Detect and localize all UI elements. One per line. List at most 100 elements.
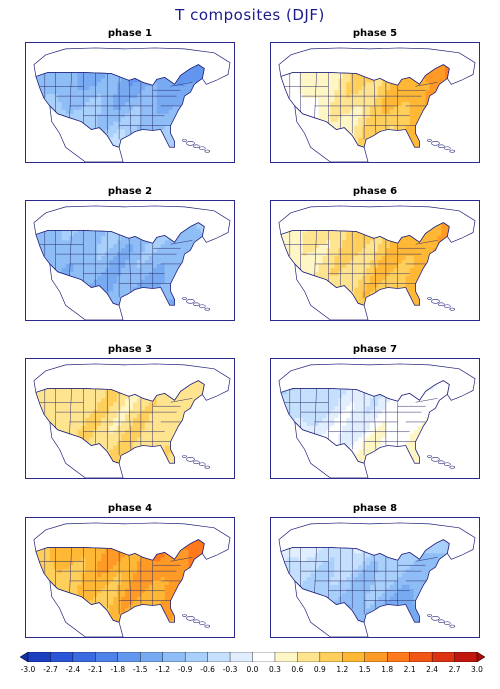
island <box>444 621 451 626</box>
colorbar-swatch <box>431 652 456 662</box>
colorbar-tick-label: -2.7 <box>43 665 58 674</box>
island <box>449 624 456 628</box>
island <box>444 304 451 309</box>
colorbar-swatch <box>319 652 343 662</box>
island <box>204 307 211 311</box>
colorbar-tick-label: 2.7 <box>448 665 461 674</box>
island <box>186 299 195 304</box>
colorbar-tick-label: 0.0 <box>246 665 259 674</box>
island <box>199 304 206 309</box>
colorbar-min-extend <box>20 652 29 662</box>
panel-label: phase 7 <box>352 344 398 355</box>
colorbar-tick-label: -2.1 <box>88 665 103 674</box>
state-borders <box>284 230 438 298</box>
colorbar-tick-label: 0.9 <box>313 665 326 674</box>
panel-label: phase 5 <box>352 28 398 39</box>
map-phase-5 <box>270 42 480 163</box>
colorbar-swatch <box>140 652 164 662</box>
colorbar-tick-label: 1.5 <box>358 665 371 674</box>
panel-phase-4: phase 4 <box>25 503 235 638</box>
colorbar-swatch <box>387 652 411 662</box>
panel-label: phase 2 <box>107 186 153 197</box>
colorbar-swatch <box>342 652 366 662</box>
panel-phase-3: phase 3 <box>25 344 235 479</box>
island <box>182 614 187 617</box>
colorbar-swatch <box>95 652 119 662</box>
colorbar-swatch <box>162 652 186 662</box>
panel-label: phase 8 <box>352 503 398 514</box>
conus-outline <box>280 222 450 306</box>
island <box>449 465 456 469</box>
island <box>193 619 200 624</box>
panel-phase-1: phase 1 <box>25 28 235 163</box>
state-borders <box>284 72 438 140</box>
colorbar-tick-label: 0.6 <box>291 665 304 674</box>
colorbar-tick-label: -1.2 <box>155 665 171 674</box>
island <box>438 144 445 149</box>
island <box>186 141 195 146</box>
panel-label: phase 1 <box>107 28 153 39</box>
island <box>199 462 206 467</box>
island <box>204 465 211 469</box>
colorbar-swatch <box>229 652 254 662</box>
island <box>431 616 440 621</box>
colorbar-tick-label: 1.2 <box>336 665 349 674</box>
island <box>186 457 195 462</box>
colorbar-tick-label: -2.4 <box>65 665 81 674</box>
colorbar-swatch <box>274 652 298 662</box>
conus-outline <box>35 222 205 306</box>
island <box>444 146 451 151</box>
map-phase-8 <box>270 517 480 638</box>
colorbar-tick-label: 2.4 <box>426 665 439 674</box>
island <box>431 457 440 462</box>
map-phase-2 <box>25 200 235 321</box>
island <box>182 455 187 458</box>
state-borders <box>39 388 193 456</box>
island <box>186 616 195 621</box>
colorbar-swatch <box>27 652 51 662</box>
colorbar-swatch <box>297 652 321 662</box>
colorbar-swatch <box>117 652 141 662</box>
island <box>431 141 440 146</box>
island <box>427 614 432 617</box>
colorbar-tick-label: -0.9 <box>177 665 193 674</box>
island <box>182 139 187 142</box>
colorbar-ticks: -3.0 -2.7 -2.4 -2.1 -1.8 -1.5 -1.2 -0.9 -0.6 -0.3… <box>0 665 500 679</box>
figure-title: T composites (DJF) <box>175 6 325 24</box>
colorbar-tick-label: 0.3 <box>268 665 281 674</box>
map-phase-3 <box>25 358 235 479</box>
colorbar-tick-label: -1.5 <box>132 665 148 674</box>
conus-outline <box>35 64 205 148</box>
map-phase-6 <box>270 200 480 321</box>
colorbar-swatch <box>454 652 478 662</box>
panel-label: phase 6 <box>352 186 398 197</box>
panel-phase-7: phase 7 <box>270 344 480 479</box>
colorbar-tick-label: -0.3 <box>222 665 238 674</box>
colorbar-tick-label: 2.1 <box>403 665 416 674</box>
island <box>427 297 432 300</box>
conus-outline <box>35 380 205 464</box>
island <box>199 146 206 151</box>
island <box>204 149 211 153</box>
panel-phase-2: phase 2 <box>25 186 235 321</box>
island <box>427 139 432 142</box>
colorbar-tick-label: -3.0 <box>20 665 36 674</box>
colorbar-swatch <box>207 652 231 662</box>
colorbar-tick-label: -1.8 <box>110 665 126 674</box>
island <box>182 297 187 300</box>
island <box>438 302 445 307</box>
colorbar-max-extend <box>476 652 485 662</box>
colorbar-tick-label: 3.0 <box>471 665 483 674</box>
island <box>438 460 445 465</box>
colorbar-swatch <box>184 652 209 662</box>
state-borders <box>284 547 438 615</box>
panel-label: phase 3 <box>107 344 153 355</box>
island <box>193 302 200 307</box>
island <box>427 455 432 458</box>
panel-phase-6: phase 6 <box>270 186 480 321</box>
island <box>193 460 200 465</box>
colorbar-swatch <box>50 652 74 662</box>
conus-outline <box>35 539 205 623</box>
state-borders <box>39 547 193 615</box>
colorbar-swatch <box>409 652 433 662</box>
